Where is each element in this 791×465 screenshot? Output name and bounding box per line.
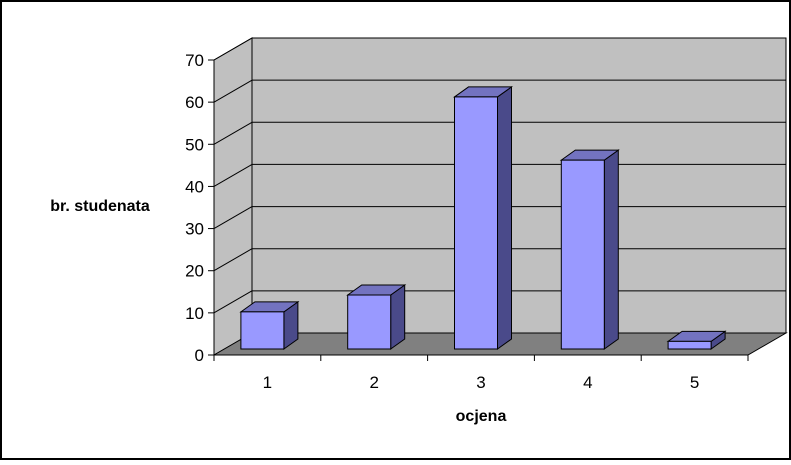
gridline: [213, 37, 253, 61]
gridline: [213, 206, 253, 230]
bar: [559, 149, 620, 350]
gridline: [213, 290, 253, 314]
bar-front: [667, 340, 712, 350]
y-tick-label: 0: [195, 346, 204, 365]
bar-front: [240, 311, 285, 350]
x-tick-label: 3: [476, 373, 485, 392]
y-tick-label: 10: [185, 304, 204, 323]
x-tick-label: 2: [369, 373, 378, 392]
bar: [239, 300, 300, 350]
bar: [452, 85, 514, 350]
y-axis-title: br. studenata: [50, 198, 150, 215]
x-tick-label: 5: [690, 373, 699, 392]
bar-side: [603, 149, 619, 350]
back-wall: [251, 37, 787, 334]
gridline: [213, 79, 253, 103]
y-tick-label: 30: [185, 220, 204, 239]
gridline: [213, 248, 253, 272]
x-axis-title: ocjena: [456, 408, 507, 425]
x-tick-labels: 1 2 3 4 5: [263, 373, 700, 392]
bar-front: [347, 294, 392, 350]
y-tick-label: 40: [185, 177, 204, 196]
bars: [239, 85, 727, 350]
gridline: [213, 121, 253, 145]
x-tick-label: 4: [583, 373, 592, 392]
y-tick-label: 70: [185, 51, 204, 70]
axes: [208, 59, 749, 361]
y-tick-label: 50: [185, 135, 204, 154]
bar-side: [497, 85, 512, 350]
gridlines: [213, 37, 786, 314]
bar: [666, 330, 727, 350]
gridline: [213, 163, 253, 187]
bar: [346, 284, 407, 350]
bar-side: [390, 284, 406, 350]
y-tick-label: 60: [185, 93, 204, 112]
y-tick-labels: 0 10 20 30 40 50 60 70: [185, 51, 204, 365]
x-tick-label: 1: [263, 373, 272, 392]
bar-front: [560, 159, 605, 350]
bar-front: [454, 96, 498, 350]
y-tick-label: 20: [185, 262, 204, 281]
